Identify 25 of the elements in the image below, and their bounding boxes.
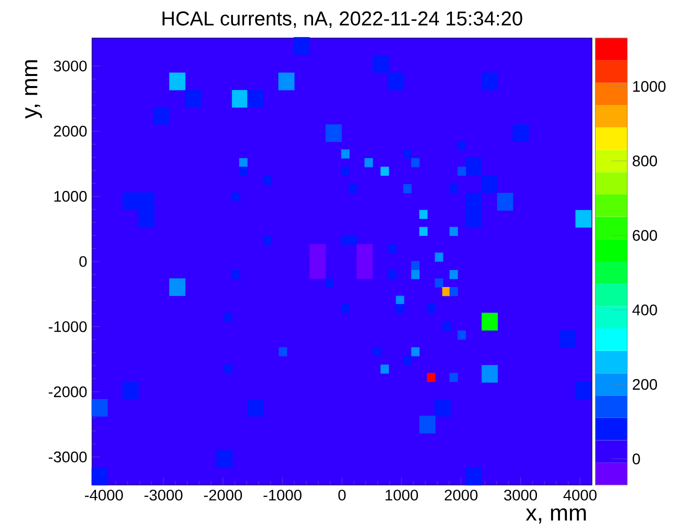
x-tick-label: 2000 bbox=[444, 490, 478, 501]
x-tick-label: -2000 bbox=[204, 490, 242, 501]
color-bar-label: 1000 bbox=[633, 80, 666, 92]
y-tick-label: 0 bbox=[79, 256, 87, 267]
color-bar-label: 0 bbox=[632, 453, 640, 464]
color-bar-label: 600 bbox=[632, 230, 658, 241]
x-tick-label: 4000 bbox=[563, 490, 597, 501]
x-tick-label: -3000 bbox=[144, 490, 182, 501]
y-tick-label: 3000 bbox=[54, 60, 87, 72]
x-tick-label: 1000 bbox=[386, 490, 418, 501]
x-axis-title: x, mm bbox=[526, 508, 586, 524]
x-tick-label: -1000 bbox=[264, 490, 302, 501]
color-bar-label: 400 bbox=[632, 304, 658, 316]
y-tick-label: 1000 bbox=[54, 190, 87, 202]
y-axis-title: y, mm bbox=[25, 60, 42, 119]
color-bar-label: 200 bbox=[632, 378, 658, 390]
y-tick-label: -1000 bbox=[48, 321, 87, 332]
x-tick-label: -4000 bbox=[84, 490, 123, 501]
x-tick-label: 0 bbox=[338, 490, 346, 501]
chart-title: HCAL currents, nA, 2022-11-24 15:34:20 bbox=[162, 11, 522, 28]
y-tick-label: 2000 bbox=[54, 126, 87, 137]
x-tick-label: 3000 bbox=[504, 490, 538, 501]
color-bar-label: 800 bbox=[632, 155, 658, 166]
y-tick-label: -2000 bbox=[48, 386, 87, 398]
y-tick-label: -3000 bbox=[48, 452, 87, 462]
